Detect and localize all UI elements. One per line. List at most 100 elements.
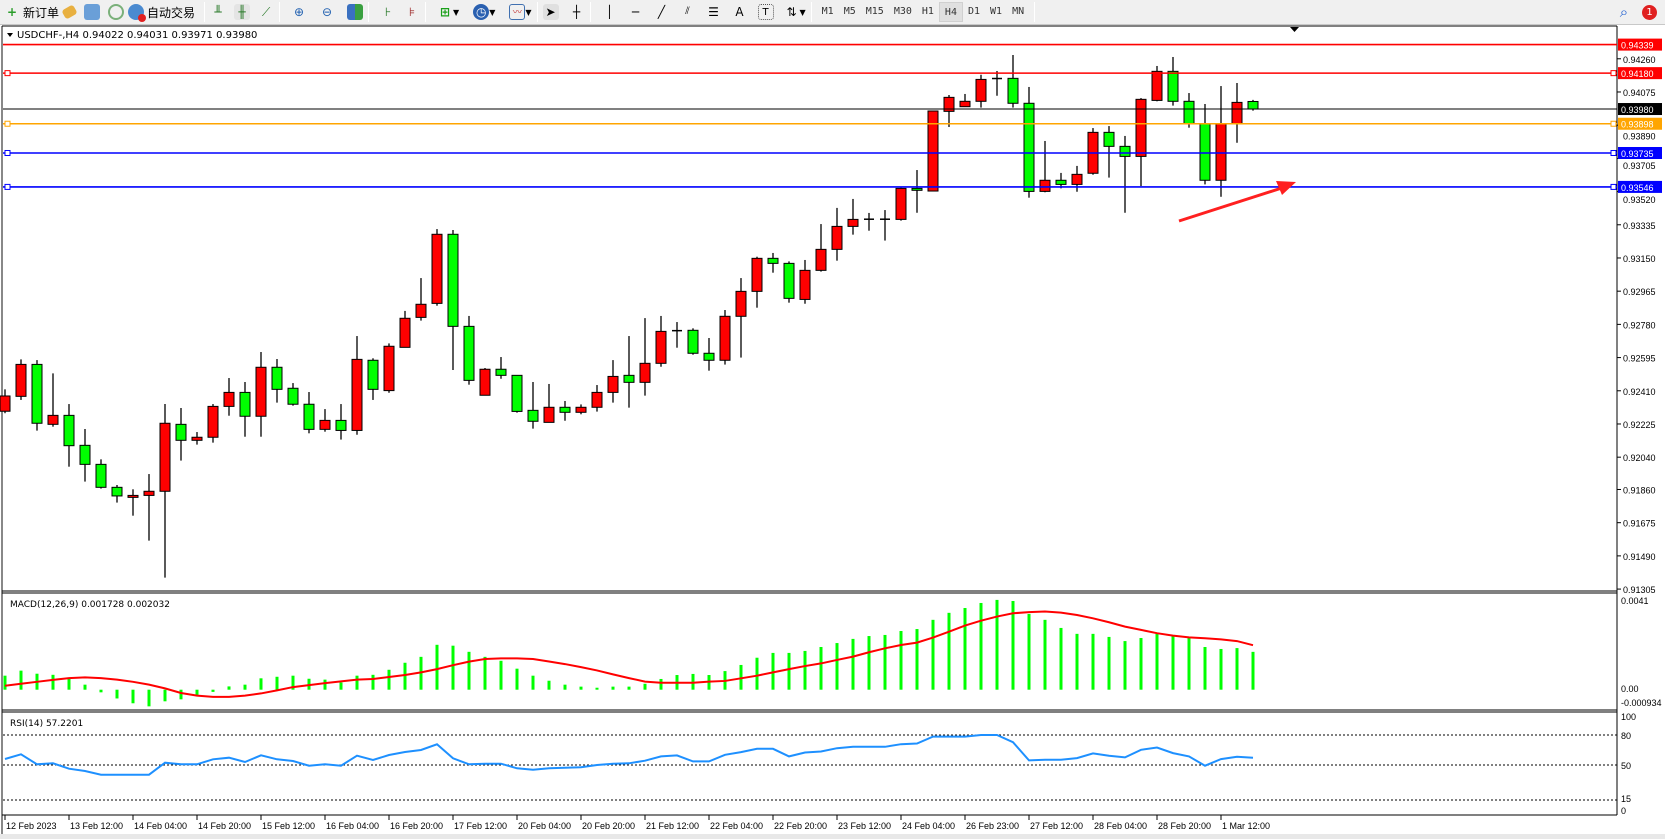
dropdown-arrow-icon[interactable]: ▼	[525, 7, 532, 17]
macd-histogram-bar	[3, 675, 7, 690]
crosshair-icon[interactable]: ┼	[572, 5, 581, 19]
search-icon[interactable]: ⌕	[1619, 3, 1629, 21]
level-anchor-handle[interactable]	[1610, 120, 1617, 127]
level-anchor-handle[interactable]	[4, 183, 11, 190]
vertical-line-icon[interactable]: │	[605, 5, 614, 19]
candle-body-bear	[495, 368, 507, 376]
date-label: 28 Feb 04:00	[1094, 821, 1147, 831]
cursor-icon[interactable]: ➤	[542, 4, 559, 20]
fibonacci-icon[interactable]: ☰	[708, 5, 719, 19]
candle-body-bull	[655, 330, 667, 364]
zoom-in-icon[interactable]: ⊕	[294, 5, 305, 19]
auto-trading-button[interactable]: 自动交易	[124, 1, 199, 23]
annotation-arrow-shaft[interactable]	[1178, 184, 1289, 223]
line-chart-icon[interactable]: ⟋	[261, 5, 271, 19]
price-tick-label: 0.93150	[1623, 254, 1656, 264]
new-order-label: 新订单	[23, 5, 60, 20]
candle	[47, 373, 59, 427]
periods-clock-icon[interactable]: ◷	[473, 4, 490, 20]
candle	[511, 374, 523, 413]
level-price-label: 0.93546	[1621, 183, 1654, 193]
rsi-axis-label: 80	[1621, 731, 1631, 741]
notification-badge[interactable]: 1	[1642, 4, 1657, 20]
macd-histogram-bar	[995, 599, 999, 690]
macd-histogram-bar	[963, 608, 967, 690]
macd-histogram-bar	[115, 689, 119, 699]
candle-body-bull	[847, 218, 859, 227]
candle-body-bull	[1151, 70, 1163, 101]
market-watch-icon[interactable]	[61, 4, 78, 20]
candlestick-icon[interactable]: ╫	[234, 4, 251, 20]
level-anchor-handle[interactable]	[4, 149, 11, 156]
level-anchor-handle[interactable]	[4, 70, 11, 77]
candle	[399, 310, 411, 348]
dropdown-arrow-icon[interactable]: ▼	[799, 7, 806, 17]
timeframe-h1[interactable]: H1	[921, 6, 934, 17]
macd-histogram-bar	[835, 643, 839, 690]
candle-body-bear	[287, 387, 299, 405]
data-window-icon[interactable]	[84, 4, 101, 20]
macd-histogram-bar	[851, 638, 855, 690]
dropdown-arrow-icon[interactable]: ▼	[453, 7, 460, 17]
candle	[1135, 98, 1147, 187]
templates-icon[interactable]: 〰	[509, 4, 526, 20]
candle-body-bear	[623, 374, 635, 383]
level-price-tag	[1618, 180, 1662, 193]
equidistant-channel-icon[interactable]: ⫽	[685, 6, 690, 17]
macd-histogram-bar	[99, 689, 103, 693]
price-tick-label: 0.93705	[1623, 161, 1656, 171]
timeframe-m5[interactable]: M5	[843, 6, 856, 17]
macd-histogram-bar	[1187, 638, 1191, 690]
horizontal-line-icon[interactable]: ─	[631, 5, 640, 19]
new-order-button[interactable]: + 新订单	[0, 1, 63, 23]
level-anchor-handle[interactable]	[1610, 70, 1617, 77]
timeframe-w1[interactable]: W1	[990, 6, 1003, 17]
candle	[1023, 86, 1035, 198]
text-icon[interactable]: A	[735, 5, 744, 19]
timeframe-h4[interactable]: H4	[938, 2, 963, 22]
text-label-icon[interactable]: T	[757, 4, 774, 20]
candle	[975, 74, 987, 108]
tile-windows-icon[interactable]	[347, 4, 364, 20]
auto-scroll-icon[interactable]: ⊦	[384, 5, 392, 19]
timeframe-m1[interactable]: M1	[821, 6, 834, 17]
rsi-title: RSI(14) 57.2201	[10, 719, 83, 729]
macd-histogram-bar	[275, 676, 279, 690]
candle-body-bear	[527, 409, 539, 422]
timeframe-m30[interactable]: M30	[893, 6, 912, 17]
chart-shift-icon[interactable]: ⊧	[408, 5, 416, 19]
candle	[591, 385, 603, 412]
candle-body-bear	[559, 406, 571, 413]
candle-body-bull	[383, 345, 395, 392]
chart-shift-marker-icon[interactable]	[1290, 27, 1299, 32]
candle	[63, 404, 75, 467]
trendline-icon[interactable]: ╱	[657, 5, 666, 19]
candle	[1087, 128, 1099, 175]
candle-body-bull	[0, 395, 11, 412]
candle-body-bull	[815, 248, 827, 271]
arrows-icon[interactable]: ⇅	[786, 5, 797, 19]
level-anchor-handle[interactable]	[1610, 149, 1617, 156]
timeframe-mn[interactable]: MN	[1012, 6, 1025, 17]
annotation-arrowhead-icon[interactable]	[1276, 181, 1296, 195]
chart-menu-triangle-icon[interactable]	[7, 33, 13, 37]
level-anchor-handle[interactable]	[4, 120, 11, 127]
navigator-icon[interactable]	[108, 4, 125, 20]
price-tick-label: 0.93890	[1623, 132, 1656, 142]
price-tick-label: 0.92225	[1623, 420, 1656, 430]
candle	[431, 229, 443, 306]
timeframe-d1[interactable]: D1	[967, 6, 981, 17]
level-anchor-handle[interactable]	[1610, 183, 1617, 190]
bar-chart-icon[interactable]: ╨	[214, 5, 222, 19]
candle-body-bear	[687, 329, 699, 354]
zoom-out-icon[interactable]: ⊖	[322, 5, 333, 19]
candle	[319, 409, 331, 432]
level-price-tag	[1618, 117, 1662, 130]
macd-histogram-bar	[547, 680, 551, 690]
candle	[143, 474, 155, 541]
candle-body-bull	[831, 225, 843, 250]
dropdown-arrow-icon[interactable]: ▼	[489, 7, 496, 17]
add-indicator-icon[interactable]: ⊞	[440, 5, 451, 19]
timeframe-m15[interactable]: M15	[865, 6, 884, 17]
